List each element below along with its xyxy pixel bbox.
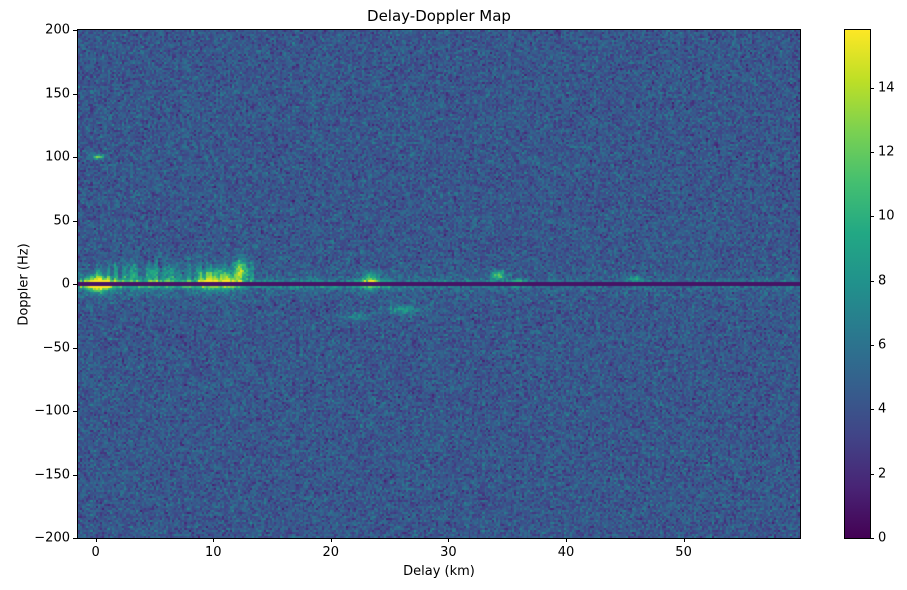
y-tick-mark bbox=[73, 220, 77, 222]
y-tick-label: 100 bbox=[45, 149, 70, 165]
colorbar-tick-mark bbox=[870, 280, 874, 282]
colorbar-tick-mark bbox=[870, 538, 874, 539]
y-tick-label: 0 bbox=[61, 276, 70, 292]
colorbar-tick-label: 6 bbox=[878, 337, 887, 353]
y-tick-mark bbox=[73, 284, 77, 285]
x-tick-mark bbox=[213, 538, 215, 542]
x-tick-label: 40 bbox=[557, 545, 575, 560]
x-tick-mark bbox=[330, 538, 332, 542]
colorbar-tick-mark bbox=[870, 87, 874, 89]
colorbar-tick-mark bbox=[870, 216, 874, 218]
y-tick-label: 50 bbox=[53, 213, 70, 228]
x-tick-mark bbox=[448, 538, 450, 542]
x-tick-mark bbox=[95, 538, 97, 542]
x-tick-label: 10 bbox=[204, 545, 222, 560]
colorbar-tick-mark bbox=[870, 473, 874, 475]
colorbar-tick-label: 12 bbox=[878, 144, 895, 160]
y-tick-label: 150 bbox=[45, 86, 70, 101]
x-tick-label: 0 bbox=[91, 545, 100, 560]
colorbar-tick-mark bbox=[870, 409, 874, 411]
colorbar-tick-label: 10 bbox=[878, 208, 895, 224]
y-tick-mark bbox=[73, 474, 77, 476]
colorbar-tick-label: 14 bbox=[878, 80, 895, 96]
colorbar-tick-mark bbox=[870, 152, 874, 154]
y-tick-label: −200 bbox=[34, 530, 70, 546]
colorbar-tick-mark bbox=[870, 345, 874, 347]
x-tick-mark bbox=[683, 538, 685, 542]
x-tick-mark bbox=[565, 538, 567, 542]
y-axis-label: Doppler (Hz) bbox=[16, 243, 32, 326]
x-tick-label: 20 bbox=[322, 545, 340, 560]
y-tick-label: −150 bbox=[34, 467, 70, 482]
y-tick-mark bbox=[73, 93, 77, 95]
y-tick-mark bbox=[73, 538, 77, 539]
x-tick-label: 30 bbox=[440, 545, 457, 560]
y-tick-mark bbox=[73, 157, 77, 158]
y-tick-mark bbox=[73, 347, 77, 349]
x-axis-label: Delay (km) bbox=[403, 564, 475, 579]
colorbar-tick-label: 4 bbox=[878, 401, 887, 417]
y-tick-mark bbox=[73, 411, 77, 412]
y-tick-label: 200 bbox=[45, 22, 70, 38]
colorbar bbox=[844, 29, 871, 539]
plot-area-border bbox=[77, 29, 801, 539]
y-tick-label: −100 bbox=[34, 403, 70, 419]
heatmap-canvas bbox=[78, 30, 800, 538]
y-tick-mark bbox=[73, 30, 77, 31]
y-tick-label: −50 bbox=[42, 340, 70, 355]
colorbar-tick-label: 8 bbox=[878, 273, 887, 289]
colorbar-tick-label: 2 bbox=[878, 466, 887, 482]
colorbar-tick-label: 0 bbox=[878, 530, 887, 546]
chart-title: Delay-Doppler Map bbox=[367, 7, 511, 25]
x-tick-label: 50 bbox=[675, 545, 692, 560]
